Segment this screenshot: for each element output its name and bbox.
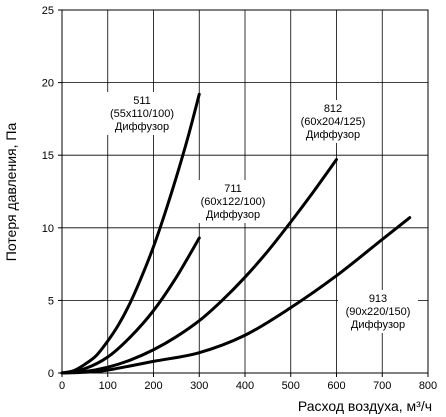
series-label-line: (90x220/150) xyxy=(346,306,411,318)
series-label-3: 812 (60x204/125) Диффузор xyxy=(301,103,366,141)
x-tick-label: 500 xyxy=(282,380,300,392)
y-tick-label: 5 xyxy=(48,295,54,307)
x-axis-title: Расход воздуха, м³/ч xyxy=(298,398,432,414)
series-label-bg-2 xyxy=(193,180,273,223)
y-tick-label: 0 xyxy=(48,368,54,380)
series-line-2 xyxy=(60,236,201,375)
series-label-line: 913 xyxy=(369,293,387,305)
curves xyxy=(60,92,412,375)
series-line-1 xyxy=(60,92,201,375)
x-tick-label: 100 xyxy=(99,380,117,392)
series-label-line: (60x204/125) xyxy=(301,116,366,128)
y-tick-label: 25 xyxy=(42,5,54,17)
x-tick-label: 800 xyxy=(419,380,437,392)
series-label-line: Диффузор xyxy=(206,209,260,221)
series-label-2: 711 (60x122/100) Диффузор xyxy=(201,183,266,221)
y-axis-title: Потеря давления, Па xyxy=(3,123,19,262)
series-label-line: Диффузор xyxy=(306,129,360,141)
series-label-bg-1 xyxy=(102,92,182,135)
series-label-bg-4 xyxy=(338,290,418,333)
x-tick-label: 300 xyxy=(190,380,208,392)
series-line-3 xyxy=(60,158,338,375)
x-tick-label: 600 xyxy=(327,380,345,392)
series-line-4 xyxy=(60,216,412,375)
y-tick-label: 10 xyxy=(42,223,54,235)
series-label-4: 913 (90x220/150) Диффузор xyxy=(346,293,411,331)
series-label-line: (55x110/100) xyxy=(110,108,174,120)
y-tick-label: 20 xyxy=(42,78,54,90)
series-label-line: Диффузор xyxy=(351,319,405,331)
series-label-1: 511 (55x110/100) Диффузор xyxy=(110,95,174,133)
x-tick-label: 200 xyxy=(144,380,162,392)
x-tick-label: 700 xyxy=(373,380,391,392)
series-label-line: 711 xyxy=(224,183,242,195)
y-tick-label: 15 xyxy=(42,150,54,162)
x-tick-label: 0 xyxy=(59,380,65,392)
series-label-line: Диффузор xyxy=(115,121,169,133)
x-tick-label: 400 xyxy=(236,380,254,392)
series-label-bg-3 xyxy=(293,100,373,143)
axes: 0 100 200 300 400 500 600 700 800 0 5 10 15 20 25 xyxy=(42,5,437,392)
series-label-line: 511 xyxy=(133,95,151,107)
series-label-line: (60x122/100) xyxy=(201,196,266,208)
series-label-line: 812 xyxy=(324,103,342,115)
